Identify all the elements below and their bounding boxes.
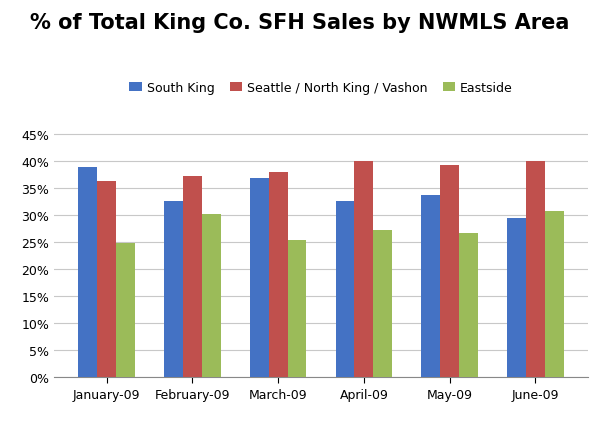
Bar — [287, 241, 307, 378]
Bar — [250, 179, 269, 378]
Bar — [269, 173, 287, 378]
Bar — [373, 230, 392, 378]
Bar — [421, 195, 440, 378]
Bar — [183, 177, 202, 378]
Bar — [78, 168, 97, 378]
Bar — [507, 219, 526, 378]
Bar — [97, 181, 116, 378]
Bar — [440, 166, 459, 378]
Text: % of Total King Co. SFH Sales by NWMLS Area: % of Total King Co. SFH Sales by NWMLS A… — [31, 13, 569, 33]
Bar — [335, 202, 355, 378]
Bar — [545, 211, 564, 378]
Bar — [526, 161, 545, 378]
Bar — [116, 244, 135, 378]
Bar — [202, 214, 221, 378]
Bar — [355, 162, 373, 378]
Bar — [164, 201, 183, 378]
Bar — [459, 233, 478, 378]
Legend: South King, Seattle / North King / Vashon, Eastside: South King, Seattle / North King / Vasho… — [129, 82, 513, 95]
